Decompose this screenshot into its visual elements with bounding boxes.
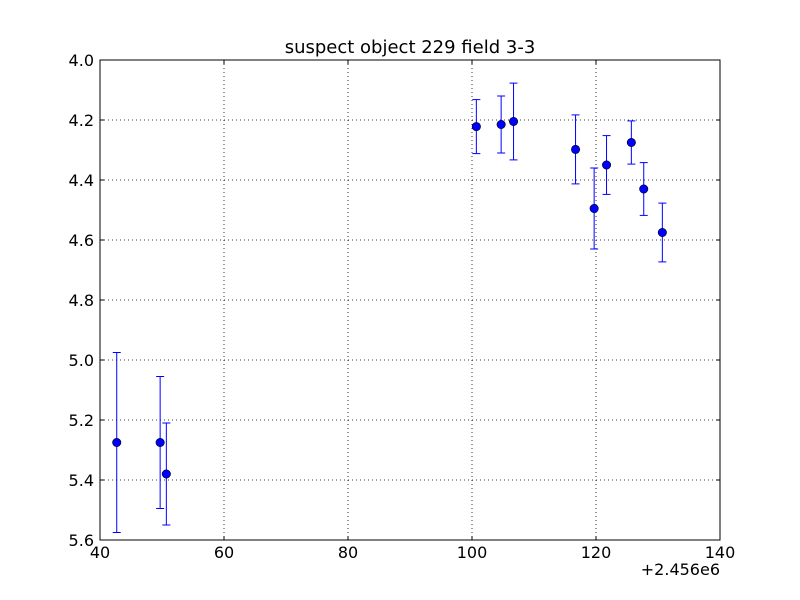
- data-point: [471, 122, 481, 132]
- y-tick-label: 4.8: [69, 291, 94, 310]
- data-point: [509, 117, 519, 127]
- grid: [100, 60, 720, 540]
- x-axis-offset-label: +2.456e6: [641, 560, 720, 579]
- x-tick-label: 140: [705, 543, 736, 562]
- y-tick-label: 5.4: [69, 471, 94, 490]
- y-axis-ticks: 4.0 4.2 4.4 4.6 4.8 5.0 5.2 5.4 5.6: [69, 51, 720, 550]
- data-point: [626, 138, 636, 148]
- x-tick-label: 40: [90, 543, 110, 562]
- y-tick-label: 4.4: [69, 171, 94, 190]
- x-tick-label: 100: [457, 543, 488, 562]
- chart-title: suspect object 229 field 3-3: [285, 37, 536, 58]
- x-axis-ticks: 40 60 80 100 120 140: [90, 60, 735, 562]
- data-point: [639, 184, 649, 194]
- x-tick-label: 60: [214, 543, 234, 562]
- data-point: [496, 120, 506, 130]
- y-tick-label: 4.0: [69, 51, 94, 70]
- x-tick-label: 80: [338, 543, 358, 562]
- y-tick-label: 4.2: [69, 111, 94, 130]
- y-tick-label: 4.6: [69, 231, 94, 250]
- y-tick-label: 5.2: [69, 411, 94, 430]
- markers: [112, 117, 667, 479]
- data-point: [571, 144, 581, 154]
- data-point: [657, 228, 667, 238]
- y-tick-label: 5.0: [69, 351, 94, 370]
- data-point: [161, 469, 171, 479]
- data-point: [155, 437, 165, 447]
- data-point: [589, 204, 599, 214]
- data-point: [112, 437, 122, 447]
- y-tick-label: 5.6: [69, 531, 94, 550]
- x-tick-label: 120: [581, 543, 612, 562]
- data-point: [602, 160, 612, 170]
